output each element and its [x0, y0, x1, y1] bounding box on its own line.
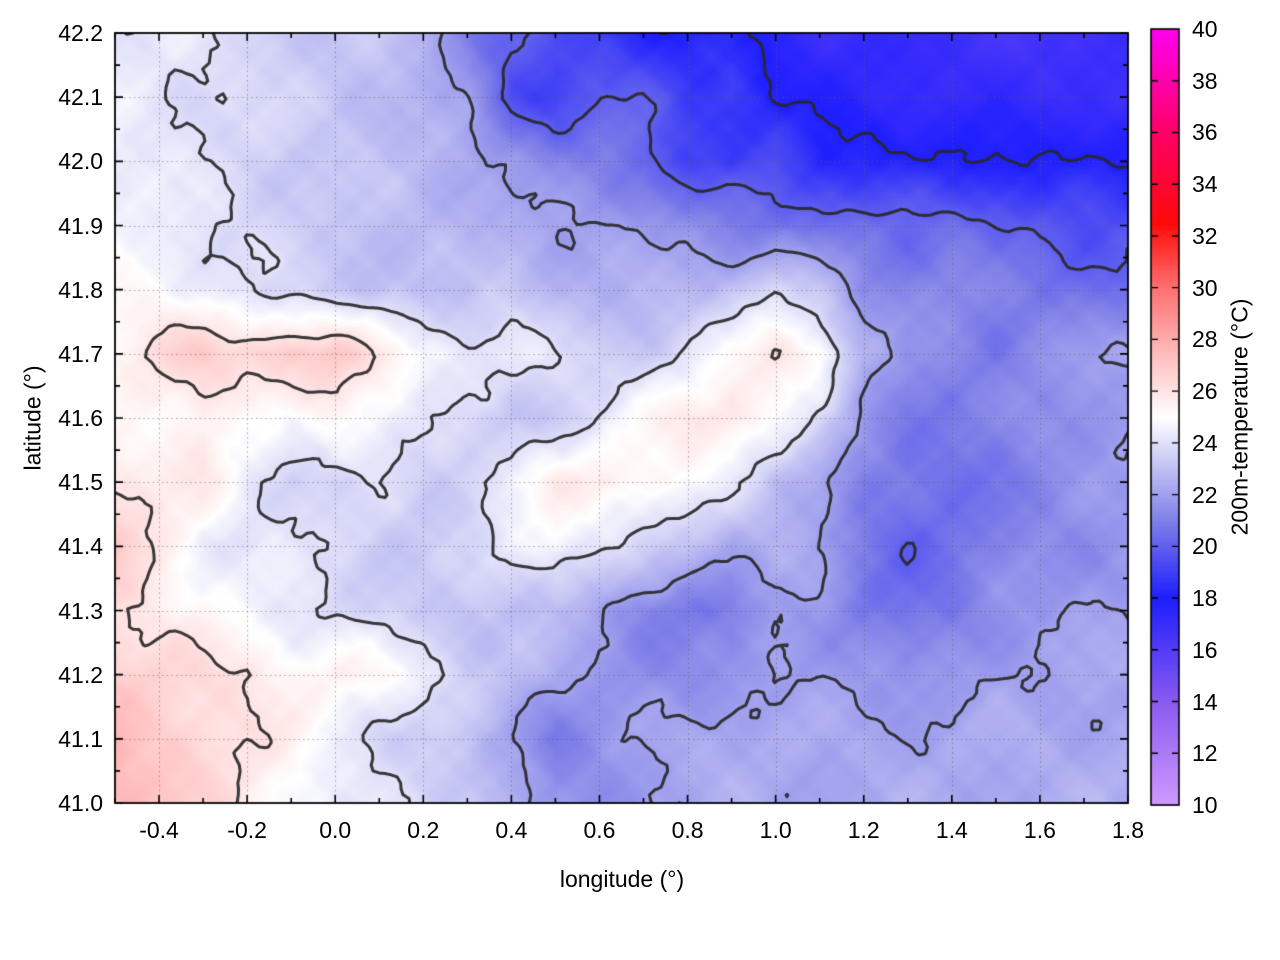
- y-tick-label: 41.6: [58, 405, 103, 431]
- y-tick-label: 41.5: [58, 469, 103, 496]
- x-tick-label: 1.8: [1112, 817, 1144, 843]
- colorbar-tick-label: 26: [1192, 378, 1218, 405]
- y-tick-label: 41.7: [58, 340, 103, 367]
- colorbar-tick-label: 30: [1192, 274, 1218, 301]
- colorbar-tick-label: 10: [1192, 792, 1218, 818]
- y-tick-label: 41.8: [58, 276, 103, 303]
- y-tick-label: 41.1: [58, 725, 103, 752]
- colorbar-tick-label: 28: [1192, 326, 1218, 353]
- x-tick-label: 0.6: [583, 817, 616, 843]
- x-tick-label: 0.8: [671, 817, 704, 843]
- y-axis-title: latitude (°): [19, 365, 46, 471]
- y-tick-label: 41.2: [58, 661, 103, 688]
- x-tick-label: 0.2: [407, 817, 440, 843]
- x-tick-label: -0.2: [227, 817, 267, 843]
- y-tick-label: 41.3: [58, 597, 103, 624]
- colorbar-tick-label: 34: [1192, 171, 1218, 198]
- x-axis-title: longitude (°): [559, 866, 685, 892]
- y-tick-label: 42.0: [58, 148, 103, 175]
- colorbar-tick-label: 36: [1192, 119, 1218, 146]
- x-tick-label: -0.4: [139, 817, 179, 843]
- x-tick-label: 0.4: [495, 817, 528, 843]
- x-tick-label: 1.6: [1023, 817, 1056, 843]
- y-tick-label: 41.4: [58, 533, 103, 560]
- colorbar-tick-label: 18: [1192, 585, 1218, 612]
- x-tick-label: 0.0: [319, 817, 352, 843]
- x-tick-label: 1.4: [935, 817, 968, 843]
- y-tick-label: 41.9: [58, 212, 103, 239]
- colorbar-tick-label: 22: [1192, 481, 1218, 508]
- y-tick-label: 42.1: [58, 84, 103, 111]
- colorbar-tick-label: 12: [1192, 740, 1218, 767]
- x-tick-label: 1.2: [847, 817, 880, 843]
- colorbar-tick-label: 32: [1192, 222, 1218, 249]
- colorbar-tick-label: 40: [1192, 16, 1218, 42]
- colorbar-tick-label: 38: [1192, 67, 1218, 94]
- y-tick-label: 41.0: [58, 790, 103, 816]
- x-tick-label: 1.0: [759, 817, 792, 843]
- colorbar-title: 200m-temperature (°C): [1226, 298, 1253, 536]
- colorbar-tick-label: 20: [1192, 533, 1218, 560]
- colorbar-tick-label: 14: [1192, 688, 1218, 715]
- y-tick-label: 42.2: [58, 20, 103, 46]
- colorbar-tick-label: 16: [1192, 636, 1218, 663]
- colorbar-tick-label: 24: [1192, 429, 1218, 456]
